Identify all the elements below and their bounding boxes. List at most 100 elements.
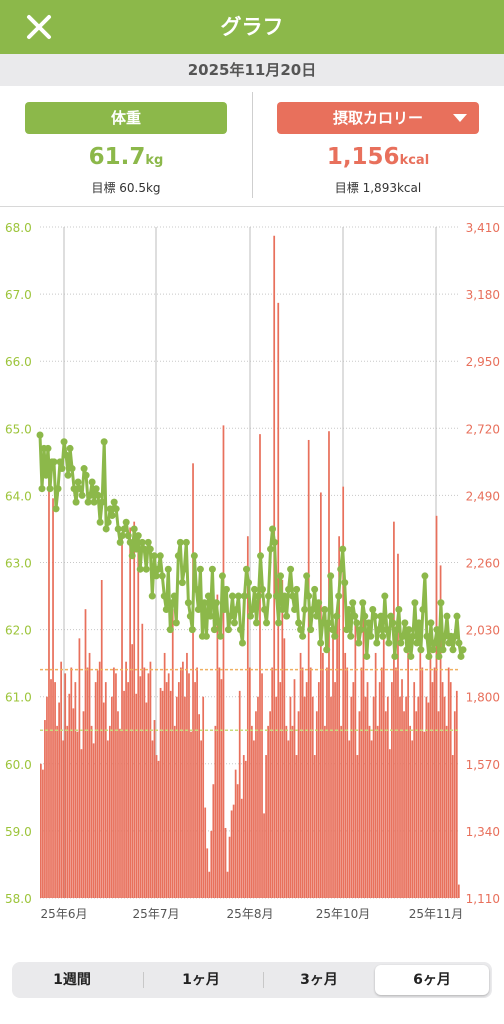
weight-point — [94, 491, 102, 499]
weight-point — [327, 572, 335, 580]
weight-point — [102, 525, 110, 533]
calorie-bar — [366, 682, 369, 898]
close-icon[interactable] — [22, 10, 56, 44]
weight-point — [228, 592, 236, 600]
calorie-bar — [80, 749, 83, 898]
calorie-bar — [342, 486, 345, 898]
calorie-bar — [336, 609, 338, 898]
weight-point — [138, 538, 146, 546]
calorie-bar — [279, 682, 282, 898]
calorie-bar — [133, 521, 136, 898]
weight-point — [273, 592, 281, 600]
weight-point — [154, 565, 162, 573]
weight-point — [389, 619, 397, 627]
calorie-bar — [441, 682, 444, 898]
calorie-bar — [388, 749, 391, 898]
calorie-bar — [163, 652, 166, 898]
weight-panel: 体重 61.7kg 目標 60.5kg — [0, 86, 252, 206]
calorie-bar — [84, 609, 87, 898]
range-tab-1week[interactable]: 1週間 — [53, 972, 91, 988]
weight-point — [307, 626, 315, 634]
calorie-bar — [175, 696, 178, 898]
weight-point — [204, 592, 212, 600]
weight-point — [96, 518, 104, 526]
weight-point — [421, 572, 429, 580]
right-axis-tick: 1,110 — [466, 892, 500, 906]
calorie-bar — [218, 667, 221, 898]
calorie-bar — [98, 661, 101, 898]
weight-point — [196, 565, 204, 573]
weight-point — [100, 438, 108, 446]
weight-point — [58, 465, 66, 473]
calorie-bar — [309, 667, 312, 898]
weight-point — [299, 632, 307, 640]
weight-point — [202, 632, 210, 640]
weight-point — [271, 538, 279, 546]
weight-point — [313, 612, 321, 620]
calorie-bar — [165, 682, 168, 898]
calorie-bar — [267, 725, 269, 898]
weight-point — [297, 626, 305, 634]
range-tab-1month[interactable]: 1ヶ月 — [182, 972, 220, 988]
weight-point — [246, 612, 254, 620]
weight-point — [453, 612, 461, 620]
calorie-bar — [208, 871, 211, 898]
calorie-bar — [212, 784, 215, 898]
weight-point — [140, 545, 148, 553]
weight-point — [166, 626, 174, 634]
calorie-bar — [435, 515, 438, 898]
calorie-bar — [311, 696, 314, 898]
calorie-bar — [384, 711, 387, 898]
weight-point — [333, 612, 341, 620]
calorie-bar — [251, 725, 253, 898]
weight-point — [176, 538, 184, 546]
weight-point — [66, 444, 74, 452]
calorie-bar — [248, 667, 251, 898]
section-divider — [0, 206, 504, 207]
calorie-bar — [230, 810, 233, 898]
calorie-bar — [297, 711, 300, 898]
weight-point — [321, 605, 329, 613]
left-axis-tick: 65.0 — [5, 422, 32, 436]
calorie-bar — [291, 725, 294, 898]
weight-point — [359, 599, 367, 607]
weight-point — [253, 619, 261, 627]
calorie-bar — [54, 682, 56, 898]
calorie-bar — [151, 740, 154, 898]
weight-point — [80, 465, 88, 473]
calorie-bar — [425, 696, 428, 898]
weight-point — [379, 632, 387, 640]
weight-point — [317, 639, 325, 647]
calorie-bar — [157, 760, 160, 898]
weight-point — [210, 626, 218, 634]
weight-point — [433, 626, 441, 634]
calorie-bar — [427, 702, 430, 898]
calorie-bar — [395, 667, 397, 898]
left-axis-tick: 58.0 — [5, 892, 32, 906]
calorie-bar — [106, 740, 109, 898]
weight-point — [403, 646, 411, 654]
range-tab-6months[interactable]: 6ヶ月 — [375, 965, 489, 995]
calorie-bar — [360, 667, 363, 898]
calorie-bar — [42, 769, 44, 898]
weight-point — [349, 599, 357, 607]
calorie-bar — [356, 755, 359, 898]
weight-point — [98, 498, 106, 506]
calorie-bar — [332, 638, 334, 898]
weight-point — [423, 632, 431, 640]
calorie-bar — [236, 784, 239, 898]
weight-point — [92, 485, 100, 493]
calorie-selector-button[interactable]: 摂取カロリー — [277, 102, 479, 134]
calorie-bar — [255, 711, 257, 898]
calorie-bar — [376, 725, 379, 898]
x-axis-tick: 25年8月 — [227, 907, 274, 921]
weight-point — [409, 632, 417, 640]
range-selector: 1週間 1ヶ月 3ヶ月 6ヶ月 — [12, 962, 492, 998]
weight-point — [251, 585, 259, 593]
weight-point — [164, 565, 172, 573]
range-tab-3months[interactable]: 3ヶ月 — [300, 972, 338, 988]
range-separator — [143, 972, 144, 988]
calorie-bar — [131, 644, 134, 898]
right-axis-tick: 1,800 — [466, 691, 500, 705]
weight-point — [230, 619, 238, 627]
